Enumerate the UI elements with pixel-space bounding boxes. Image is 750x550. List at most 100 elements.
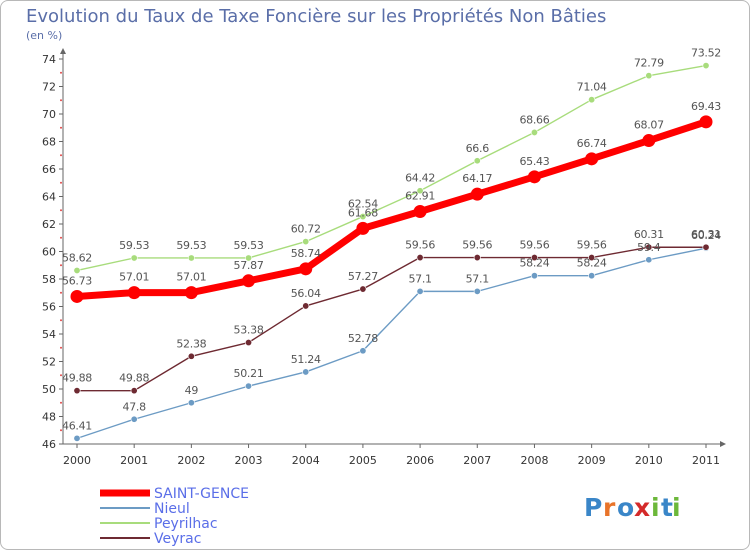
data-point-saint-gence [699,115,713,129]
y-minor-tick [60,71,62,74]
data-point-peyrilhac [473,157,481,165]
y-tick-label: 66 [42,163,56,176]
data-point-peyrilhac [416,187,424,195]
data-point-peyrilhac [73,266,81,274]
x-tick-label: 2006 [406,454,434,467]
data-point-saint-gence [356,221,370,235]
data-point-nieul [302,368,310,376]
data-point-veyrac [645,243,653,251]
series-veyrac [73,243,710,395]
logo-letter: P [584,493,602,522]
series-line-saint-gence [73,118,710,300]
y-tick-label: 60 [42,246,56,259]
y-minor-tick [60,319,62,322]
data-label-veyrac: 60.31 [691,228,721,241]
x-tick-label: 2003 [235,454,263,467]
data-label-peyrilhac: 60.72 [291,223,321,236]
data-point-veyrac [302,302,310,310]
data-point-nieul [73,434,81,442]
x-tick-label: 2007 [463,454,491,467]
data-label-saint-gence: 57.87 [234,259,264,272]
data-point-peyrilhac [245,254,253,262]
x-tick-label: 2000 [63,454,91,467]
y-tick-label: 74 [42,53,56,66]
y-minor-tick [60,154,62,157]
data-point-peyrilhac [645,72,653,80]
y-tick-label: 46 [42,438,56,451]
data-point-nieul [245,382,253,390]
data-point-nieul [359,347,367,355]
x-tick-label: 2009 [578,454,606,467]
logo-letter: r [603,493,616,522]
data-point-peyrilhac [187,254,195,262]
data-label-nieul: 52.78 [348,332,378,345]
data-label-nieul: 57.1 [466,272,489,285]
y-minor-tick [60,236,62,239]
data-label-nieul: 57.1 [408,272,431,285]
x-axis-arrow [720,441,726,447]
data-point-saint-gence [70,289,84,303]
data-label-saint-gence: 57.01 [176,271,206,284]
data-label-peyrilhac: 71.04 [577,81,607,94]
legend-label-nieul: Nieul [154,501,190,517]
legend-label-saint-gence: SAINT-GENCE [154,486,249,502]
data-point-saint-gence [413,204,427,218]
data-point-veyrac [130,387,138,395]
data-label-peyrilhac: 66.6 [466,142,490,155]
logo-letter: i [651,493,660,522]
data-label-nieul: 49 [185,384,199,397]
data-label-nieul: 46.41 [62,419,92,432]
x-tick-label: 2004 [292,454,320,467]
data-label-saint-gence: 58.74 [291,247,321,260]
data-label-nieul: 47.8 [123,400,147,413]
y-minor-tick [60,374,62,377]
data-label-peyrilhac: 64.42 [405,172,435,185]
y-tick-label: 64 [42,191,56,204]
series-nieul [73,244,710,442]
data-label-veyrac: 59.56 [577,239,607,252]
data-point-nieul [530,272,538,280]
data-point-saint-gence [184,286,198,300]
series-line-peyrilhac [76,64,707,272]
data-point-peyrilhac [702,62,710,70]
data-label-peyrilhac: 72.79 [634,57,664,70]
data-label-saint-gence: 62.91 [405,189,435,202]
data-label-saint-gence: 56.73 [62,274,92,287]
data-label-veyrac: 60.31 [634,228,664,241]
data-label-veyrac: 53.38 [234,324,264,337]
series-line-veyrac [76,246,707,392]
data-label-veyrac: 56.04 [291,287,321,300]
y-tick-label: 56 [42,301,56,314]
data-label-saint-gence: 61.68 [348,206,378,219]
x-tick-label: 2010 [635,454,663,467]
y-minor-tick [60,429,62,432]
data-label-veyrac: 57.27 [348,270,378,283]
y-tick-label: 58 [42,273,56,286]
data-label-peyrilhac: 59.53 [234,239,264,252]
data-point-veyrac [187,352,195,360]
data-label-nieul: 58.24 [519,257,549,270]
data-point-nieul [187,399,195,407]
data-point-saint-gence [642,134,656,148]
data-point-saint-gence [585,152,599,166]
data-label-nieul: 60.24 [691,229,721,242]
y-tick-label: 50 [42,383,56,396]
data-point-nieul [588,272,596,280]
data-label-nieul: 50.21 [234,367,264,380]
data-label-veyrac: 49.88 [62,372,92,385]
data-label-peyrilhac: 73.52 [691,47,721,60]
y-tick-label: 70 [42,108,56,121]
data-label-nieul: 51.24 [291,353,321,366]
data-point-veyrac [702,243,710,251]
data-label-veyrac: 49.88 [119,372,149,385]
series-line-nieul [76,247,707,440]
data-label-veyrac: 52.38 [176,337,206,350]
data-label-saint-gence: 69.43 [691,100,721,113]
y-minor-tick [60,291,62,294]
data-point-saint-gence [242,274,256,288]
x-tick-label: 2002 [177,454,205,467]
data-point-saint-gence [127,286,141,300]
